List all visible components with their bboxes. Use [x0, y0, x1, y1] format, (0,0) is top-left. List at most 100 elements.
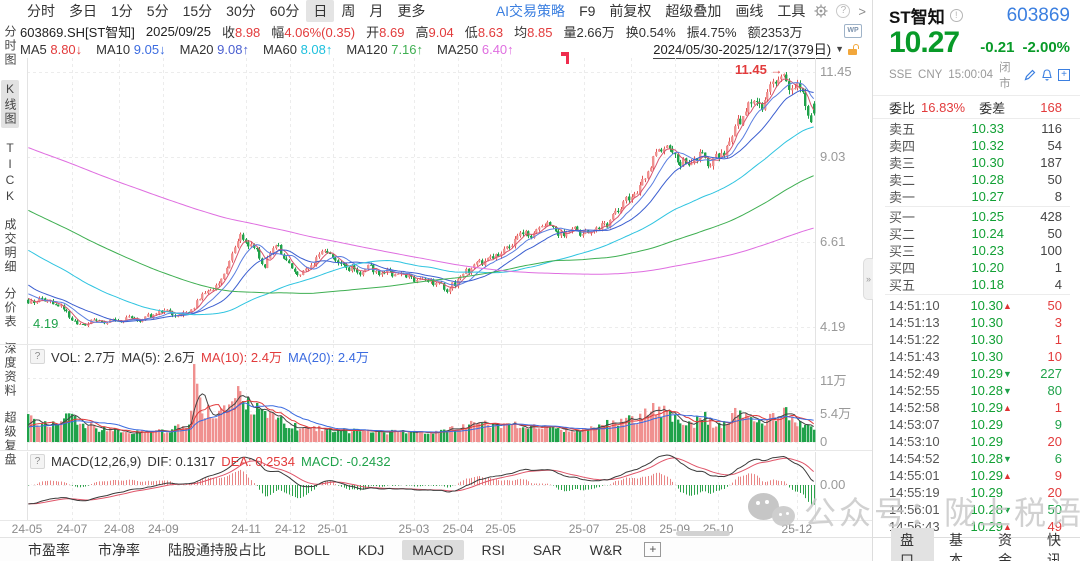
bid-level-row[interactable]: 买四 10.20 1 — [889, 260, 1062, 276]
unlock-icon[interactable] — [848, 43, 859, 55]
indicator-tab[interactable]: 陆股通持股占比 — [168, 541, 266, 558]
tick-direction-icon — [1003, 369, 1014, 379]
chevron-down-icon[interactable]: ▼ — [835, 44, 844, 54]
date-range-control[interactable]: 2024/05/30-2025/12/17(379日) ▼ — [653, 39, 872, 59]
panel-tab[interactable]: 快讯 — [1047, 531, 1061, 561]
sidebar-view-tab[interactable]: TICK — [3, 141, 17, 205]
tick-row[interactable]: 14:56:01 10.28 50 — [873, 501, 1080, 518]
bid-level-row[interactable]: 买五 10.18 4 — [889, 277, 1062, 293]
period-tab[interactable]: 15分 — [182, 3, 213, 19]
tool-menu-item[interactable]: 画线 — [735, 3, 764, 19]
tick-row[interactable]: 14:53:07 10.29 9 — [889, 417, 1062, 432]
axis-tick-label: 5.4万 — [820, 405, 852, 421]
period-tab[interactable]: 周 — [341, 3, 356, 19]
indicator-tab[interactable]: SAR — [532, 541, 562, 558]
kline-chart[interactable] — [20, 58, 872, 345]
expand-toolbar-icon[interactable]: > — [858, 3, 866, 19]
indicator-tab[interactable]: RSI — [481, 541, 505, 558]
indicator-tab[interactable]: 市净率 — [98, 541, 140, 558]
sidebar-view-tab[interactable]: 超级复盘 — [3, 411, 17, 467]
period-tab[interactable]: 1分 — [111, 3, 133, 19]
quote-panel: ST智知 ! 603869 10.27 -0.21 -2.00% SSE CNY 1… — [872, 0, 1080, 561]
alert-bell-icon[interactable] — [1041, 69, 1053, 81]
period-tab[interactable]: 5分 — [146, 3, 169, 19]
tick-row[interactable]: 14:52:55 10.28 80 — [873, 382, 1080, 399]
period-tab[interactable]: 分时 — [27, 3, 55, 19]
tick-row[interactable]: 14:51:13 10.30 3 — [889, 315, 1062, 330]
sidebar-view-tab[interactable]: K线图 — [1, 80, 19, 128]
bid-level-row[interactable]: 买二 10.24 50 — [889, 226, 1062, 242]
toolbar-icons: ? > — [814, 4, 872, 19]
sidebar-view-tab[interactable]: 深度资料 — [3, 342, 17, 398]
indicator-tab[interactable]: + — [644, 542, 662, 557]
macd-chart[interactable] — [20, 452, 872, 520]
edit-pencil-icon[interactable] — [1024, 69, 1036, 81]
ask-level-row[interactable]: 卖三 10.30 187 — [889, 155, 1062, 171]
tick-row[interactable]: 14:55:19 10.29 20 — [889, 485, 1062, 500]
indicator-tab[interactable]: BOLL — [294, 541, 330, 558]
sidebar-view-tab[interactable]: 成交明细 — [3, 218, 17, 274]
scrollbar-thumb[interactable] — [676, 531, 730, 536]
quote-field: 高9.04 — [415, 24, 454, 40]
panel-tab[interactable]: 基本 — [949, 531, 963, 561]
tick-row[interactable]: 14:51:43 10.30 10 — [889, 349, 1062, 364]
date-range-label[interactable]: 2024/05/30-2025/12/17(379日) — [653, 39, 832, 59]
ask-level-row[interactable]: 卖二 10.28 50 — [889, 172, 1062, 188]
panel-splitter-handle[interactable]: » — [863, 258, 873, 300]
tool-menu-item[interactable]: 超级叠加 — [665, 3, 722, 19]
event-flag-icon[interactable] — [561, 52, 571, 65]
tool-menu-item[interactable]: F9 — [579, 3, 596, 19]
period-tab[interactable]: 多日 — [69, 3, 97, 19]
panel-tab[interactable]: 盘口 — [891, 527, 934, 561]
tool-menu-item[interactable]: 前复权 — [609, 3, 652, 19]
quote-field: 额2353万 — [747, 24, 803, 40]
tick-row[interactable]: 14:56:43 10.29 49 — [873, 518, 1080, 535]
info-icon[interactable]: ! — [949, 9, 963, 22]
indicator-help-icon[interactable]: ? — [30, 349, 45, 364]
help-icon[interactable]: ? — [836, 4, 851, 18]
axis-tick-label: 24-08 — [103, 522, 135, 536]
tick-direction-icon — [1003, 386, 1014, 396]
sidebar-view-tab[interactable]: 分时图 — [3, 25, 17, 67]
ma-value: MA5 8.80↓ — [20, 41, 83, 57]
ask-level-row[interactable]: 卖四 10.32 54 — [889, 138, 1062, 154]
tick-row[interactable]: 14:55:01 10.29 9 — [873, 467, 1080, 484]
tool-menu-item[interactable]: AI交易策略 — [495, 3, 566, 19]
add-to-watchlist-icon[interactable]: + — [1058, 69, 1070, 81]
indicator-help-icon[interactable]: ? — [30, 454, 45, 469]
indicator-tab[interactable]: 市盈率 — [28, 541, 70, 558]
wp-widget-icon[interactable]: WP — [844, 24, 862, 38]
volume-pane-header: ? VOL: 2.7万 MA(5): 2.6万 MA(10): 2.4万 MA(… — [30, 347, 369, 366]
sidebar-view-tab[interactable]: 分价表 — [3, 287, 17, 329]
tick-row[interactable]: 14:51:10 10.30 50 — [873, 297, 1080, 314]
bid-level-row[interactable]: 买一 10.25 428 — [889, 209, 1062, 225]
indicator-tab[interactable]: MACD — [402, 539, 464, 560]
axis-tick-label: 11万 — [820, 373, 847, 389]
period-tab[interactable]: 30分 — [226, 3, 256, 19]
ask-level-row[interactable]: 卖一 10.27 8 — [889, 189, 1062, 205]
quote-field: 低8.63 — [464, 24, 504, 40]
tick-row[interactable]: 14:52:58 10.29 1 — [873, 399, 1080, 416]
bid-level-row[interactable]: 买三 10.23 100 — [889, 243, 1062, 259]
period-tab[interactable]: 月 — [369, 3, 384, 19]
axis-tick-label: 24-07 — [56, 522, 88, 536]
tick-row[interactable]: 14:54:52 10.28 6 — [873, 450, 1080, 467]
period-tab[interactable]: 日 — [306, 0, 335, 22]
tick-row[interactable]: 14:51:22 10.30 1 — [889, 332, 1062, 347]
tick-row[interactable]: 14:53:10 10.29 20 — [889, 434, 1062, 449]
last-price: 10.27 — [889, 26, 960, 59]
market-status-row: SSE CNY 15:00:04 闭市 + — [889, 59, 1070, 91]
tool-menu-item[interactable]: 工具 — [777, 3, 806, 19]
gear-icon[interactable] — [814, 4, 828, 18]
period-tab[interactable]: 60分 — [269, 3, 300, 19]
axis-tick-label: 25-01 — [317, 522, 349, 536]
volume-chart[interactable] — [20, 345, 872, 450]
period-tab[interactable]: 更多 — [397, 3, 426, 19]
indicator-tab[interactable]: KDJ — [357, 541, 385, 558]
ask-level-row[interactable]: 卖五 10.33 116 — [889, 121, 1062, 137]
panel-tab[interactable]: 资金 — [998, 531, 1012, 561]
quote-field: 均8.85 — [514, 24, 553, 40]
tick-row[interactable]: 14:52:49 10.29 227 — [873, 365, 1080, 382]
indicator-tab[interactable]: W&R — [589, 541, 623, 558]
tick-direction-icon — [1003, 505, 1014, 515]
